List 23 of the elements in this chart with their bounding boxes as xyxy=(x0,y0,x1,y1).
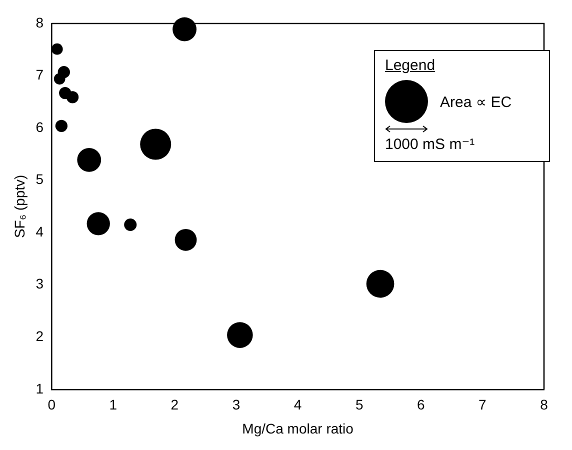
x-tick-label: 0 xyxy=(48,396,56,413)
y-tick-label: 4 xyxy=(36,223,44,240)
x-tick-label: 7 xyxy=(478,396,487,413)
y-tick-label: 3 xyxy=(36,276,44,292)
x-tick-label: 4 xyxy=(294,396,302,413)
x-axis-title: Mg/Ca molar ratio xyxy=(242,420,354,436)
annotation: Area ∝ EC xyxy=(440,92,512,110)
y-tick-label: 6 xyxy=(36,118,44,135)
y-tick-label: 7 xyxy=(36,66,44,83)
x-tick-label: 5 xyxy=(355,396,364,413)
x-tick-label: 6 xyxy=(417,396,425,413)
x-tick-label: 1 xyxy=(109,396,118,413)
legend-label: 1000 mS m⁻¹ xyxy=(385,135,476,153)
y-axis-title: SF₆ (pptv) xyxy=(11,174,28,238)
y-tick-label: 8 xyxy=(36,14,44,30)
y-tick-label: 1 xyxy=(36,380,44,396)
legend-title: Legend xyxy=(385,57,436,74)
y-tick-label: 5 xyxy=(36,171,44,188)
x-tick-label: 3 xyxy=(232,396,240,413)
y-tick-label: 2 xyxy=(36,328,44,344)
x-tick-label: 2 xyxy=(170,396,179,413)
x-tick-label: 8 xyxy=(540,396,548,413)
size-key-panel: Legend Area ∝ EC 1000 mS m⁻¹ xyxy=(374,50,550,162)
